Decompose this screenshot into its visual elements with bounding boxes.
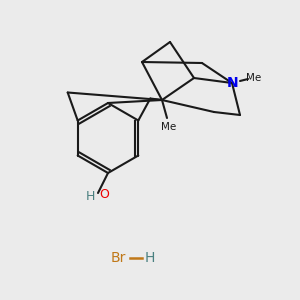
Text: O: O [99, 188, 109, 202]
Text: H: H [145, 251, 155, 265]
Text: Me: Me [161, 122, 177, 132]
Text: N: N [227, 76, 239, 90]
Text: Me: Me [246, 73, 262, 83]
Text: Br: Br [110, 251, 126, 265]
Text: H: H [85, 190, 95, 202]
